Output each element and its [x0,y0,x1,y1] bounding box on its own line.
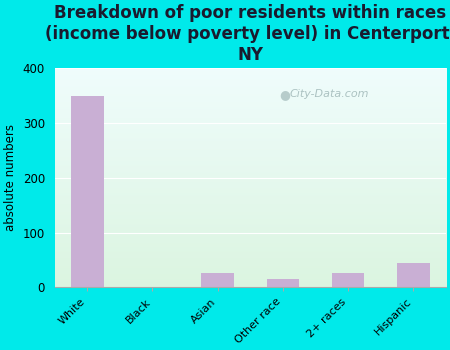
Title: Breakdown of poor residents within races
(income below poverty level) in Centerp: Breakdown of poor residents within races… [45,4,450,64]
Bar [266,279,299,287]
Bar [332,273,364,287]
Text: City-Data.com: City-Data.com [289,90,369,99]
Text: ●: ● [279,88,290,101]
Bar [201,273,234,287]
Y-axis label: absolute numbers: absolute numbers [4,124,17,231]
Bar [397,263,430,287]
Bar [71,96,104,287]
